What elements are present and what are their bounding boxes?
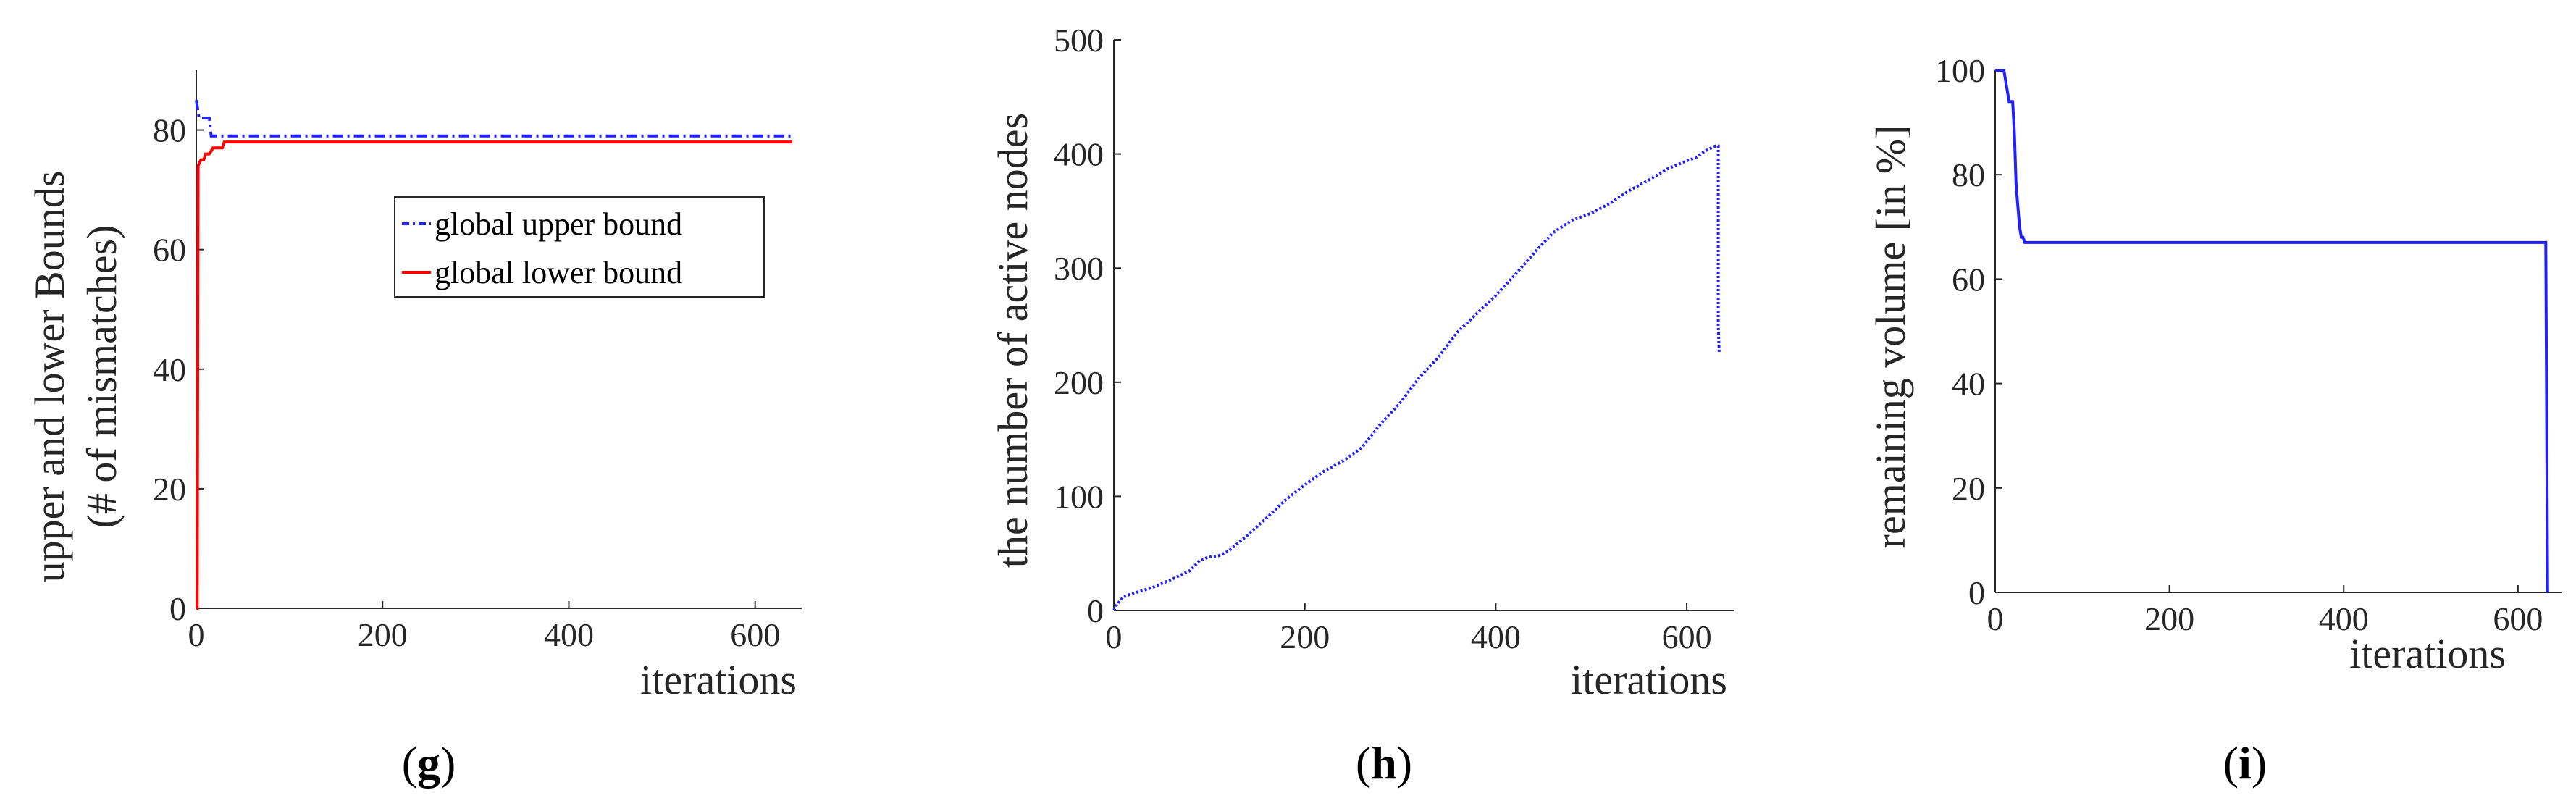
y-tick-label: 100 [1935, 52, 1985, 89]
y-tick-label: 0 [1087, 592, 1104, 629]
x-tick-label: 200 [1280, 618, 1330, 655]
ylabel: the number of active nodes [989, 113, 1036, 568]
x-tick-label: 400 [544, 616, 594, 653]
x-tick-label: 0 [1987, 600, 2004, 637]
caption-i: (i) [2223, 737, 2267, 789]
series-line-0 [1995, 69, 2549, 593]
y-tick-label: 0 [1968, 574, 1985, 611]
x-tick-label: 200 [358, 616, 408, 653]
y-tick-label: 60 [1952, 261, 1985, 298]
x-tick-label: 600 [1662, 618, 1712, 655]
x-tick-label: 600 [730, 616, 780, 653]
x-tick-label: 0 [1106, 618, 1123, 655]
y-tick-label: 300 [1054, 250, 1104, 287]
legend-label-upper: global upper bound [435, 206, 682, 242]
series-line-global-upper-bound [195, 99, 793, 138]
legend-box [394, 196, 765, 298]
y-tick-label: 20 [153, 471, 186, 508]
x-tick-label: 200 [2144, 600, 2194, 637]
y-tick-label: 0 [169, 590, 186, 627]
ylabel-line-1: upper and lower Bounds [26, 171, 73, 583]
legend: global upper bound global lower bound [394, 196, 765, 298]
y-tick-label: 200 [1054, 364, 1104, 401]
ylabel: remaining volume [in %] [1867, 125, 1914, 549]
xlabel: iterations [2349, 630, 2506, 677]
x-tick-label: 400 [1471, 618, 1521, 655]
y-tick-label: 80 [153, 112, 186, 149]
y-tick-label: 20 [1952, 470, 1985, 507]
ylabel-line-2: (# of mismatches) [78, 225, 125, 529]
y-tick-label: 100 [1054, 478, 1104, 515]
x-tick-label: 0 [188, 616, 205, 653]
y-tick-label: 500 [1054, 22, 1104, 59]
panel-i: remaining volume [in %] iterations (i) 0… [1867, 52, 2562, 789]
y-tick-label: 400 [1054, 136, 1104, 173]
legend-label-lower: global lower bound [435, 255, 682, 290]
panel-h: the number of active nodes iterations (h… [989, 22, 1734, 789]
xlabel: iterations [640, 656, 797, 703]
series-line-0 [1112, 144, 1721, 611]
series-line-global-lower-bound [196, 140, 793, 610]
y-tick-label: 40 [153, 351, 186, 388]
y-tick-label: 80 [1952, 156, 1985, 193]
y-tick-label: 60 [153, 232, 186, 269]
x-tick-label: 600 [2493, 600, 2543, 637]
panel-g: upper and lower Bounds (# of mismatches)… [26, 70, 802, 789]
xlabel: iterations [1571, 656, 1727, 703]
caption-h: (h) [1356, 737, 1412, 789]
y-tick-label: 40 [1952, 366, 1985, 403]
caption-g: (g) [402, 737, 456, 789]
x-tick-label: 400 [2319, 600, 2369, 637]
